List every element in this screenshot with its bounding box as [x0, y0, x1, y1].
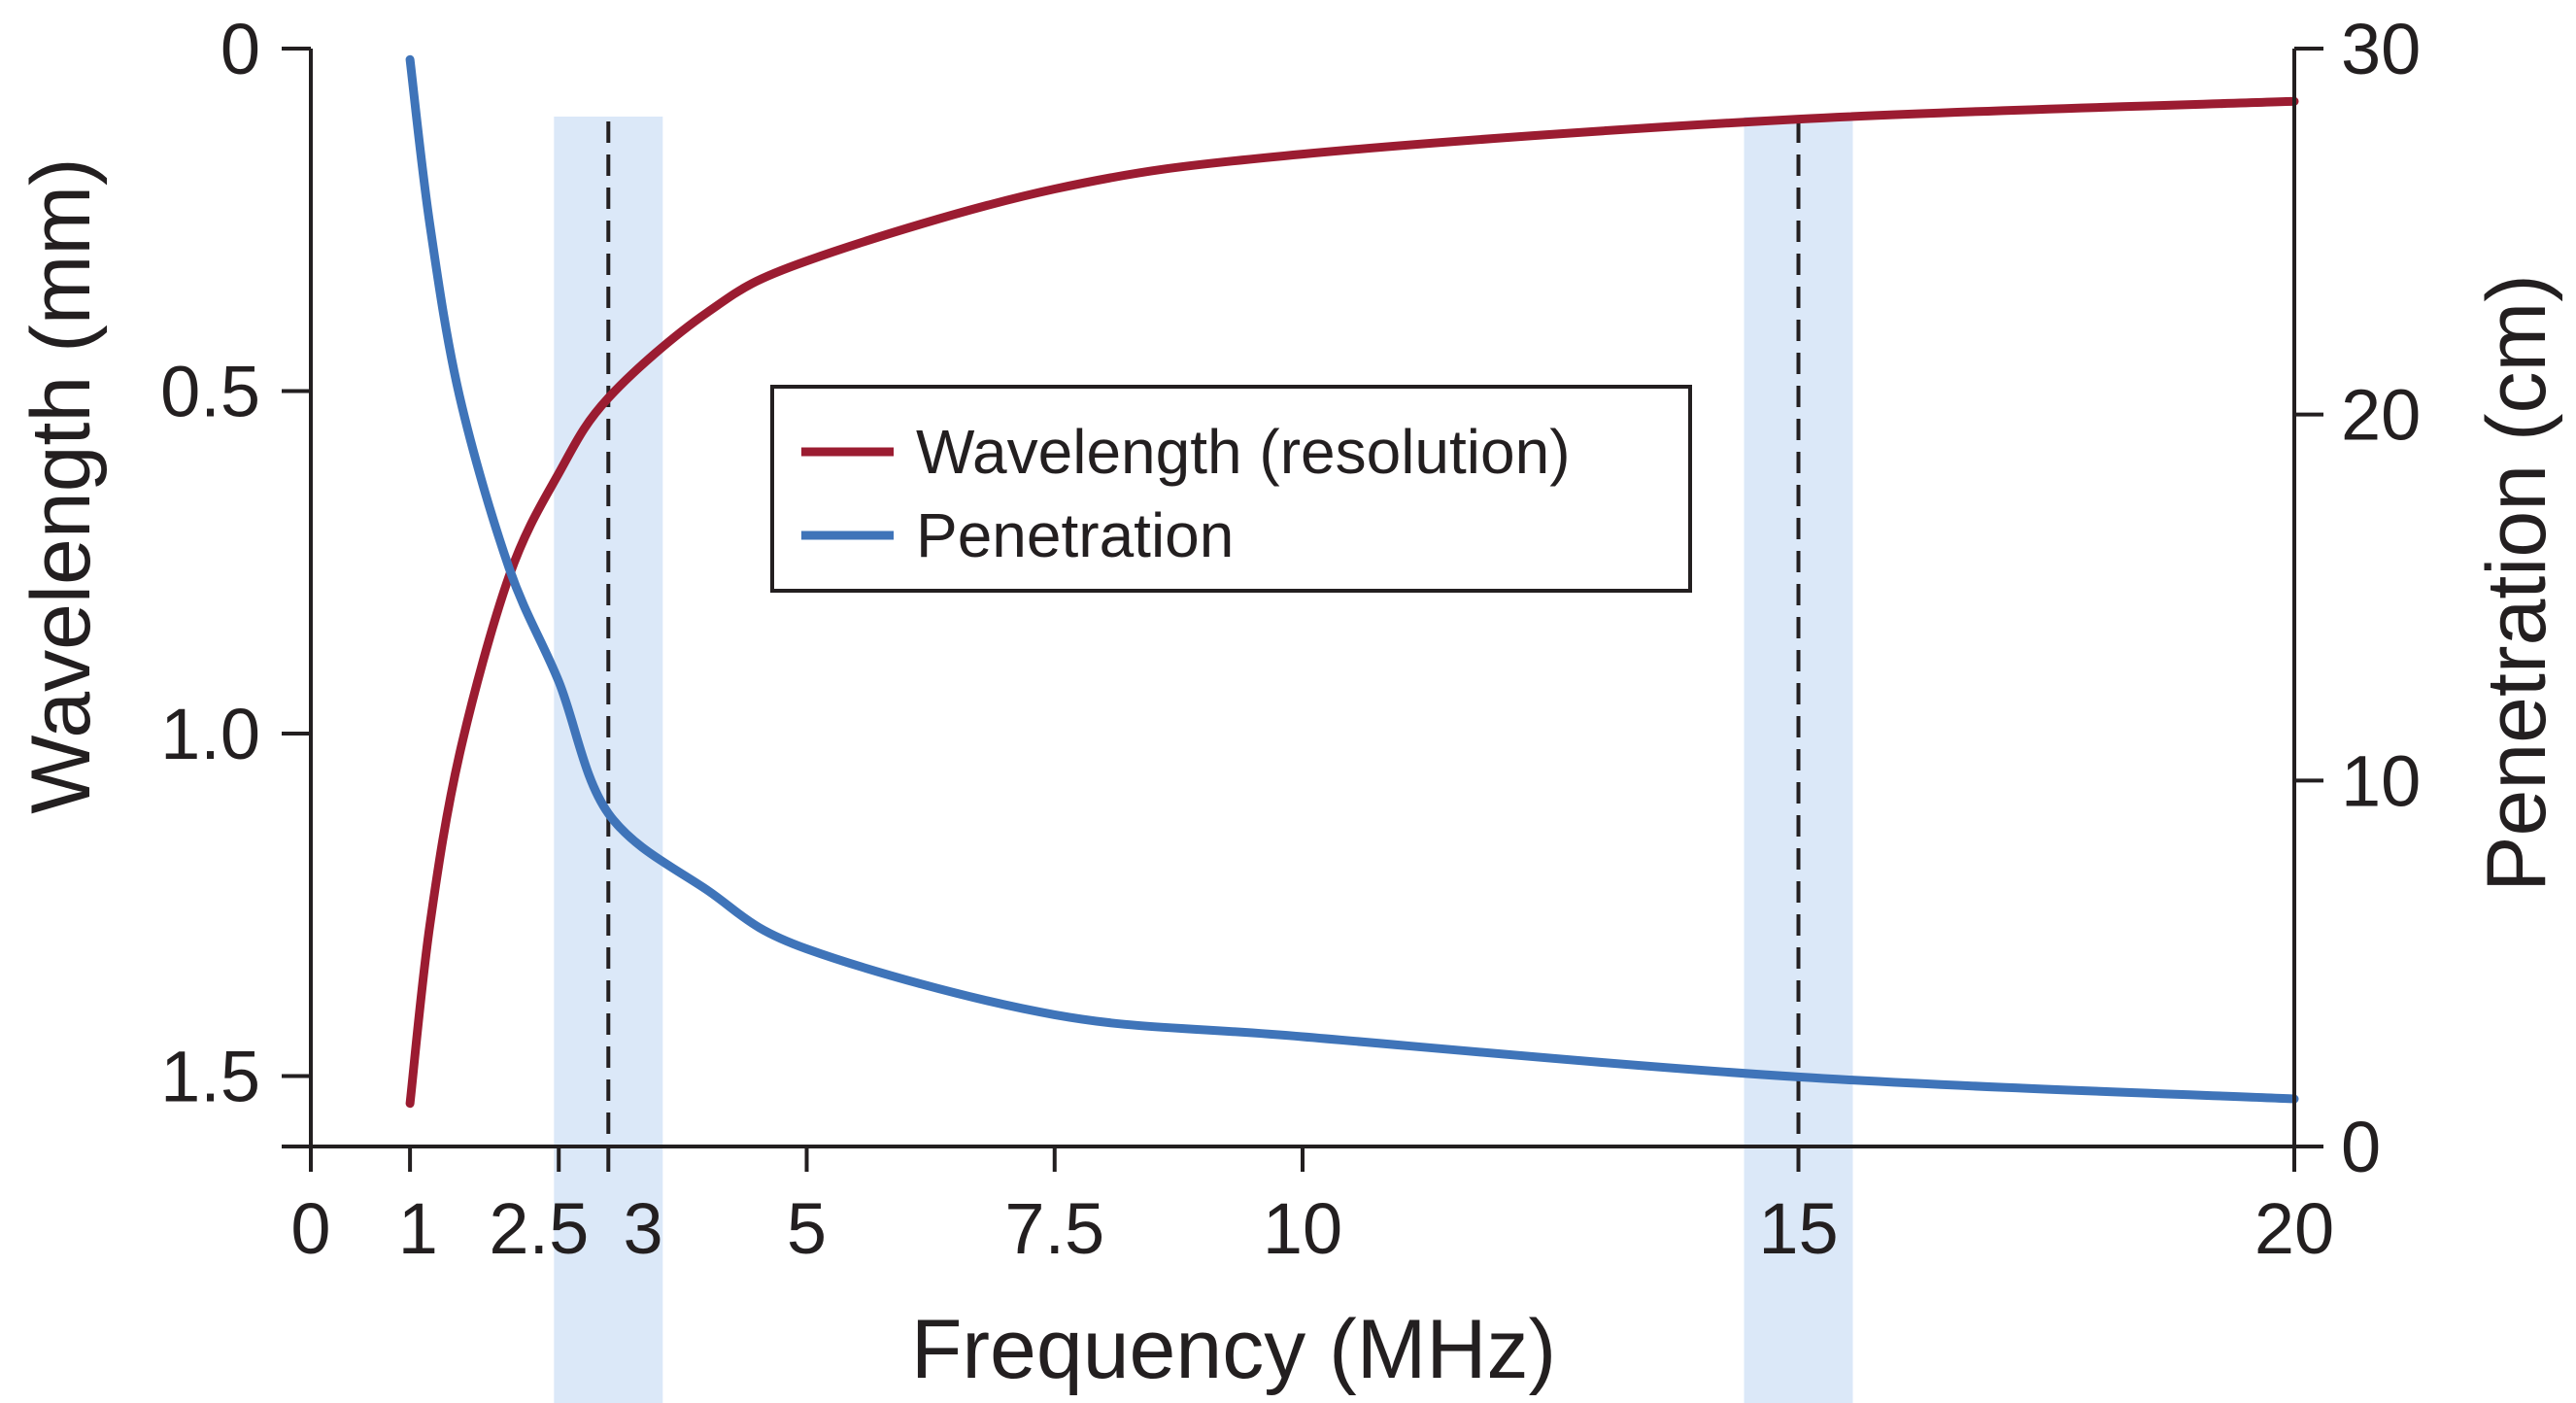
data-series [405, 54, 2299, 1109]
y-right-tick-label: 10 [2341, 740, 2421, 821]
y-left-tick-label: 0.5 [160, 352, 260, 432]
legend-box [770, 385, 1692, 593]
x-tick-label: 7.5 [1004, 1188, 1104, 1269]
series-line-wavelength [405, 96, 2299, 1109]
highlight-lines [606, 121, 1801, 1146]
x-axis-title: Frequency (MHz) [911, 1303, 1556, 1396]
y-left-tick-label: 1.5 [160, 1037, 260, 1117]
x-tick-label: 0 [290, 1188, 330, 1269]
y-left-axis-title: Wavelength (mm) [15, 157, 108, 813]
x-tick-label: 2.5 [489, 1188, 589, 1269]
x-tick-label: 1 [398, 1188, 438, 1269]
y-right-tick-label: 20 [2341, 375, 2421, 456]
y-left-tick-label: 1.0 [160, 694, 260, 774]
x-tick-label: 5 [787, 1188, 827, 1269]
y-right-axis-title: Penetration (cm) [2470, 274, 2563, 892]
x-tick-label: 10 [1263, 1188, 1342, 1269]
x-tick-label: 20 [2254, 1188, 2334, 1269]
x-tick-label: 15 [1758, 1188, 1838, 1269]
y-left-tick-label: 0 [220, 9, 260, 89]
legend: Wavelength (resolution) Penetration [770, 385, 1692, 593]
series-line-penetration [405, 54, 2299, 1104]
y-right-tick-label: 30 [2341, 9, 2421, 89]
highlight-bands [554, 117, 1853, 1403]
legend-label: Wavelength (resolution) [916, 417, 1571, 487]
x-tick-label: 3 [623, 1188, 662, 1269]
y-right-tick-label: 0 [2341, 1107, 2381, 1187]
legend-label: Penetration [916, 500, 1234, 570]
